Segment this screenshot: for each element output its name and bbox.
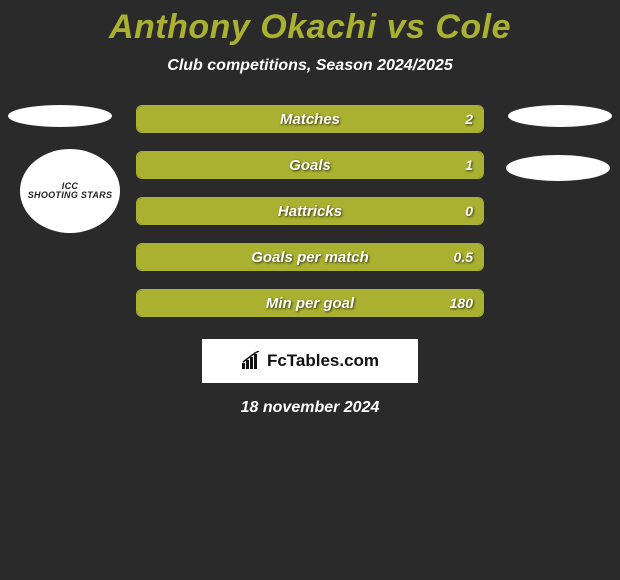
stat-bar: Hattricks 0 xyxy=(136,197,484,225)
stat-bar-fill xyxy=(137,198,483,224)
stat-bar-fill xyxy=(137,106,483,132)
stat-bar: Matches 2 xyxy=(136,105,484,133)
brand-box[interactable]: FcTables.com xyxy=(202,339,418,383)
bar-chart-icon xyxy=(241,351,263,371)
stat-bar: Goals 1 xyxy=(136,151,484,179)
page-subtitle: Club competitions, Season 2024/2025 xyxy=(167,57,452,75)
stats-bars: Matches 2 Goals 1 Hattricks 0 Goals per … xyxy=(136,105,484,317)
team-right-badge-placeholder xyxy=(506,155,610,181)
page-title: Anthony Okachi vs Cole xyxy=(109,8,511,47)
page-root: Anthony Okachi vs Cole Club competitions… xyxy=(0,0,620,580)
brand-name: FcTables.com xyxy=(267,351,379,371)
stat-bar-fill xyxy=(137,290,483,316)
stat-bar: Goals per match 0.5 xyxy=(136,243,484,271)
team-left-badge: ICC SHOOTING STARS xyxy=(20,149,120,233)
comparison-area: ICC SHOOTING STARS Matches 2 Goals 1 Hat… xyxy=(0,105,620,317)
player-left-avatar-placeholder xyxy=(8,105,112,127)
stat-bar-fill xyxy=(137,152,483,178)
footer-date: 18 november 2024 xyxy=(241,399,380,417)
stat-bar-fill xyxy=(137,244,483,270)
stat-bar: Min per goal 180 xyxy=(136,289,484,317)
badge-line2: SHOOTING STARS xyxy=(28,190,113,200)
player-right-avatar-placeholder xyxy=(508,105,612,127)
team-left-badge-text: ICC SHOOTING STARS xyxy=(28,182,113,201)
